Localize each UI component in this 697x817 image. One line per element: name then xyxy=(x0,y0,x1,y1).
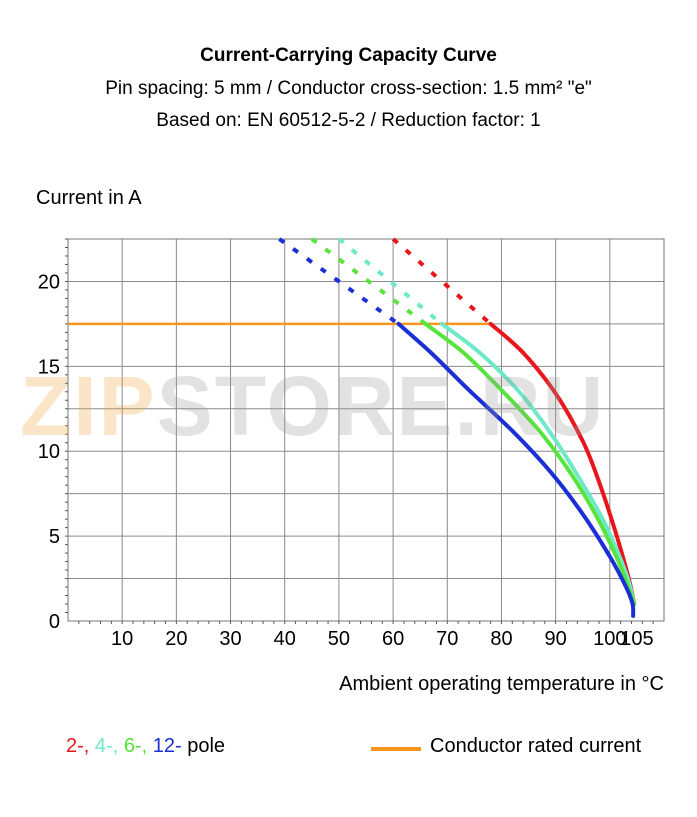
legend-pole-2: 2- xyxy=(66,735,84,757)
pole-legend: 2-, 4-, 6-, 12- pole xyxy=(66,735,225,758)
series-6-pole-dashed xyxy=(310,237,427,326)
series-2-pole-dashed xyxy=(391,237,492,326)
x-tick-label: 30 xyxy=(219,628,241,650)
legend-pole-4: 4- xyxy=(94,735,113,757)
plot-frame xyxy=(67,238,665,622)
series-4-pole-dashed xyxy=(337,237,444,326)
chart-subtitle-spacing: Pin spacing: 5 mm / Conductor cross-sect… xyxy=(105,78,592,99)
x-tick-label: 80 xyxy=(490,628,512,650)
y-tick-label: 0 xyxy=(49,611,60,633)
legend-pole-6: 6- xyxy=(123,735,142,757)
x-tick-label: 90 xyxy=(545,628,567,650)
x-axis-label: Ambient operating temperature in °C xyxy=(339,673,664,695)
rated-current-legend-label: Conductor rated current xyxy=(430,735,642,757)
series-6-pole-curve xyxy=(423,321,637,607)
x-tick-label: 70 xyxy=(436,628,458,650)
y-tick-label: 15 xyxy=(38,356,60,378)
series-12-pole-dashed xyxy=(278,237,400,326)
x-tick-label: 20 xyxy=(165,628,187,650)
x-tick-label: 10 xyxy=(111,628,133,650)
y-tick-label: 20 xyxy=(38,271,60,293)
legend-pole-12: 12- xyxy=(152,735,182,757)
series-4-pole-curve xyxy=(439,321,637,607)
x-tick-label: 50 xyxy=(328,628,350,650)
series-12-pole-curve xyxy=(396,321,636,618)
chart-title: Current-Carrying Capacity Curve xyxy=(200,45,497,66)
watermark: ZIPSTORE.RU xyxy=(20,358,605,455)
chart-subtitle-standard: Based on: EN 60512-5-2 / Reduction facto… xyxy=(156,110,541,131)
x-tick-label: 40 xyxy=(274,628,296,650)
x-tick-label: 105 xyxy=(620,628,653,650)
legend-sep-2: , xyxy=(112,735,119,757)
watermark-part-b: STORE.RU xyxy=(156,359,606,453)
x-tick-label: 100 xyxy=(593,628,626,650)
legend-sep-1: , xyxy=(83,735,90,757)
y-tick-label: 10 xyxy=(38,441,60,463)
watermark-part-a: ZIP xyxy=(20,359,157,453)
rated-current-legend-swatch xyxy=(371,747,421,751)
y-axis-label: Current in A xyxy=(36,187,142,209)
y-tick-label: 5 xyxy=(49,526,60,548)
x-tick-label: 60 xyxy=(382,628,404,650)
legend-sep-3: , xyxy=(141,735,148,757)
legend-pole-suffix: pole xyxy=(181,735,226,757)
